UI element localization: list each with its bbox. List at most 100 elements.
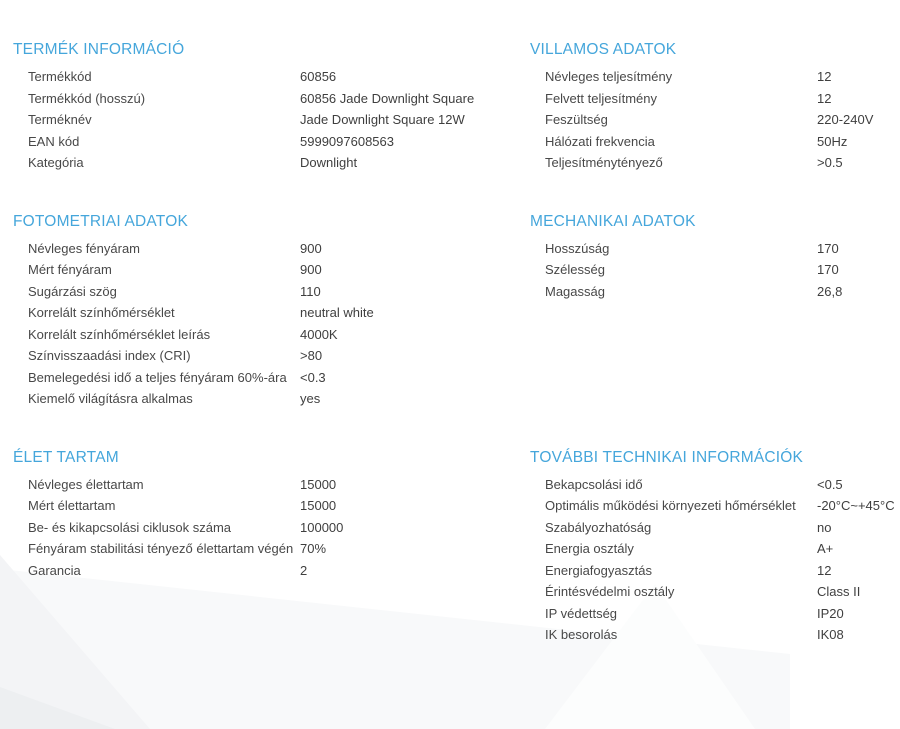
section-tovabbi-technikai-informaciok: TOVÁBBI TECHNIKAI INFORMÁCIÓK Bekapcsolá… [530,448,895,646]
spec-row: Szabályozhatóság no [545,517,895,539]
spec-rows: Névleges teljesítmény 12 Felvett teljesí… [530,66,890,174]
spec-label: Hálózati frekvencia [545,133,655,149]
spec-rows: Névleges élettartam 15000 Mért élettarta… [13,474,530,582]
spec-row: Termékkód (hosszú) 60856 Jade Downlight … [28,88,530,110]
spec-content: TERMÉK INFORMÁCIÓ Termékkód 60856 Termék… [13,40,895,646]
spec-rows: Termékkód 60856 Termékkód (hosszú) 60856… [13,66,530,174]
spec-row: Hosszúság 170 [545,238,890,260]
spec-label: EAN kód [28,133,80,149]
spec-label: Garancia [28,562,81,578]
spec-row: Névleges élettartam 15000 [28,474,530,496]
spec-label: Be- és kikapcsolási ciklusok száma [28,519,232,535]
spec-value: >0.5 [817,155,843,170]
spec-value: 26,8 [817,283,843,299]
spec-value: 15000 [300,498,337,513]
spec-value: <0.5 [817,476,843,492]
section-title-tovabbi: TOVÁBBI TECHNIKAI INFORMÁCIÓK [530,448,804,466]
spec-value: 900 [300,240,322,256]
spec-row: Korrelált színhőmérséklet leírás 4000K [28,324,530,346]
spec-row: Névleges teljesítmény 12 [545,66,890,88]
spec-row: Kategória Downlight [28,152,530,174]
spec-label: Szélesség [545,262,605,277]
spec-row: Szélesség 170 [545,259,890,281]
spec-value: 70% [300,541,327,556]
spec-label: Névleges teljesítmény [545,69,673,84]
spec-value: -20°C~+45°C [817,498,895,513]
spec-row: EAN kód 5999097608563 [28,131,530,153]
spec-value: 5999097608563 [300,133,394,149]
spec-rows: Bekapcsolási idő <0.5 Optimális működési… [530,474,895,646]
spec-value: 60856 [300,69,337,84]
spec-label: IP védettség [545,605,618,621]
spec-value: Downlight [300,155,358,170]
spec-value: 50Hz [817,133,848,149]
spec-rows: Hosszúság 170 Szélesség 170 Magasság 26,… [530,238,890,303]
band-1: TERMÉK INFORMÁCIÓ Termékkód 60856 Termék… [13,40,890,174]
spec-label: Optimális működési környezeti hőmérsékle… [545,498,796,513]
spec-value: <0.3 [300,369,326,385]
spec-row: IK besorolás IK08 [545,624,895,646]
spec-value: 2 [300,562,308,578]
spec-row: Korrelált színhőmérséklet neutral white [28,302,530,324]
spec-label: Bekapcsolási idő [545,476,643,492]
spec-label: Bemelegedési idő a teljes fényáram 60%-á… [28,369,287,385]
spec-row: Érintésvédelmi osztály Class II [545,581,895,603]
spec-value: yes [300,391,321,406]
spec-value: neutral white [300,305,374,320]
section-title-villamos: VILLAMOS ADATOK [530,41,677,58]
spec-value: 900 [300,262,322,277]
spec-value: 110 [300,283,321,299]
spec-value: 60856 Jade Downlight Square [300,90,475,106]
spec-value: Class II [817,584,861,599]
spec-label: Termékkód [28,69,92,84]
band-2: FOTOMETRIAI ADATOK Névleges fényáram 900… [13,212,890,410]
spec-label: Energiafogyasztás [545,562,652,578]
spec-label: Feszültség [545,112,608,127]
spec-label: Terméknév [28,112,92,127]
spec-value: 170 [817,240,839,256]
spec-label: Energia osztály [545,541,634,556]
spec-value: 220-240V [817,112,874,127]
spec-label: Felvett teljesítmény [545,90,657,106]
spec-label: Teljesítménytényező [545,155,663,170]
spec-label: Termékkód (hosszú) [28,90,146,106]
spec-label: Kiemelő világításra alkalmas [28,391,193,406]
spec-label: Színvisszaadási index (CRI) [28,348,191,363]
spec-row: Energia osztály A+ [545,538,895,560]
spec-label: Sugárzási szög [28,283,117,299]
spec-label: Korrelált színhőmérséklet leírás [28,326,211,342]
spec-value: IP20 [817,605,844,621]
spec-row: Kiemelő világításra alkalmas yes [28,388,530,410]
section-mechanikai-adatok: MECHANIKAI ADATOK Hosszúság 170 Szélessé… [530,212,890,303]
section-title-mechanikai: MECHANIKAI ADATOK [530,212,696,230]
spec-row: Mért fényáram 900 [28,259,530,281]
spec-value: IK08 [817,627,844,642]
section-termek-informacio: TERMÉK INFORMÁCIÓ Termékkód 60856 Termék… [13,40,530,174]
spec-row: IP védettség IP20 [545,603,895,625]
spec-label: Fényáram stabilitási tényező élettartam … [28,541,294,556]
spec-row: Teljesítménytényező >0.5 [545,152,890,174]
spec-row: Fényáram stabilitási tényező élettartam … [28,538,530,560]
spec-value: 100000 [300,519,344,535]
spec-row: Sugárzási szög 110 [28,281,530,303]
section-title-fotometriai: FOTOMETRIAI ADATOK [13,212,188,230]
spec-row: Energiafogyasztás 12 [545,560,895,582]
section-elet-tartam: ÉLET TARTAM Névleges élettartam 15000 Mé… [13,448,530,582]
spec-row: Termékkód 60856 [28,66,530,88]
spec-row: Hálózati frekvencia 50Hz [545,131,890,153]
spec-value: Jade Downlight Square 12W [300,112,465,127]
spec-row: Mért élettartam 15000 [28,495,530,517]
spec-row: Magasság 26,8 [545,281,890,303]
spec-value: 15000 [300,476,337,492]
spec-row: Terméknév Jade Downlight Square 12W [28,109,530,131]
spec-row: Garancia 2 [28,560,530,582]
spec-label: Hosszúság [545,240,610,256]
spec-row: Bekapcsolási idő <0.5 [545,474,895,496]
section-villamos-adatok: VILLAMOS ADATOK Névleges teljesítmény 12… [530,40,890,174]
spec-row: Felvett teljesítmény 12 [545,88,890,110]
spec-value: >80 [300,348,323,363]
spec-row: Be- és kikapcsolási ciklusok száma 10000… [28,517,530,539]
spec-label: Kategória [28,155,84,170]
spec-row: Bemelegedési idő a teljes fényáram 60%-á… [28,367,530,389]
band-3: ÉLET TARTAM Névleges élettartam 15000 Mé… [13,448,895,646]
